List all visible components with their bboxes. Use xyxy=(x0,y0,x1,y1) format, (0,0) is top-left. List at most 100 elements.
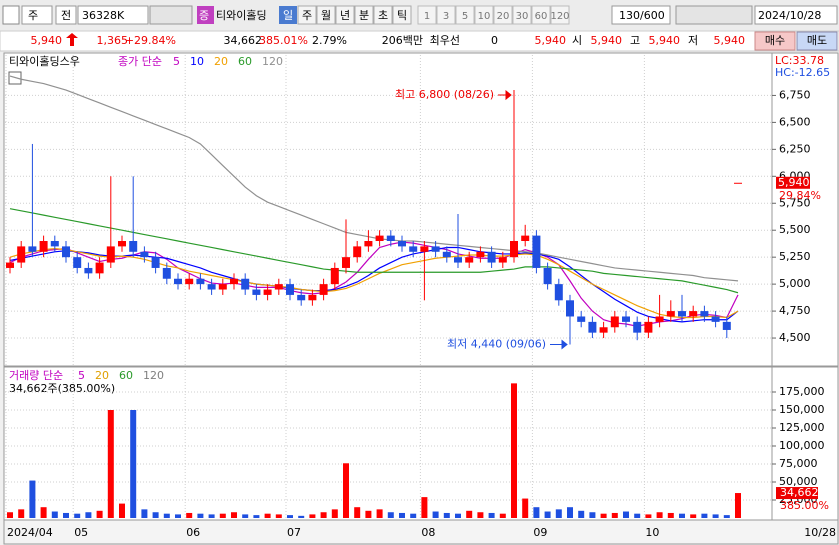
open: 5,940 xyxy=(591,34,623,47)
volume-bar xyxy=(141,509,148,518)
change: 1,365 xyxy=(97,34,129,47)
current-volume-box xyxy=(776,487,818,500)
volume-bar xyxy=(219,513,226,518)
interval-button[interactable] xyxy=(436,5,456,25)
x-tick-label: 09 xyxy=(533,526,547,539)
period-button[interactable] xyxy=(373,5,393,25)
legend-entry: 20 xyxy=(214,55,228,68)
sell-button[interactable] xyxy=(796,31,838,51)
interval-button[interactable] xyxy=(474,5,494,25)
volume-bar xyxy=(231,512,237,518)
candle-body xyxy=(543,267,552,285)
tab-box[interactable] xyxy=(21,5,53,25)
period: 일 xyxy=(283,8,293,22)
volume-legend-entry: 120 xyxy=(143,369,164,382)
interval: 1 xyxy=(424,11,430,22)
interval-button[interactable] xyxy=(550,5,570,25)
volume-legend-entry: 20 xyxy=(95,369,109,382)
candle-body xyxy=(106,246,115,263)
interval-button[interactable] xyxy=(531,5,551,25)
period: 틱 xyxy=(397,9,407,22)
x-tick-label: 05 xyxy=(74,526,88,539)
volume-bar xyxy=(186,512,193,518)
period-button[interactable] xyxy=(297,5,317,25)
badge-box xyxy=(197,6,214,24)
current-price: 5,940 xyxy=(778,176,810,189)
mode-box[interactable] xyxy=(55,5,77,25)
candle-body xyxy=(274,284,283,290)
period: 월 xyxy=(321,9,331,22)
volume-bar xyxy=(567,507,573,518)
x-tick-label: 10 xyxy=(645,526,659,539)
volume-bar xyxy=(175,514,181,518)
y2-tick-label: 50,000 xyxy=(779,475,818,488)
tool-icons[interactable] xyxy=(149,5,193,25)
interval: 5 xyxy=(462,11,468,22)
candle-body xyxy=(633,321,642,333)
volume-bar xyxy=(466,510,473,518)
candle-body xyxy=(297,294,306,301)
candle-body xyxy=(185,278,194,285)
volume-bar xyxy=(611,512,618,518)
volume-bar xyxy=(298,515,305,518)
candle-body xyxy=(151,257,160,268)
volume-bar xyxy=(130,410,137,518)
candle-body xyxy=(734,182,742,184)
volume-bar xyxy=(723,515,730,518)
candle-body xyxy=(196,278,205,285)
period-button[interactable] xyxy=(354,5,374,25)
current-pct: 29.84% xyxy=(779,189,821,202)
price: 5,940 xyxy=(31,34,63,47)
candle-body xyxy=(73,257,82,268)
period-button[interactable] xyxy=(392,5,412,25)
volume-bar xyxy=(410,513,417,518)
candle-body xyxy=(566,300,574,317)
volume-bar xyxy=(85,512,92,518)
price-axis xyxy=(771,52,839,367)
volume-bar xyxy=(107,410,114,518)
low-label: 저 xyxy=(688,34,698,47)
interval-button[interactable] xyxy=(455,5,475,25)
date-box[interactable] xyxy=(754,5,838,25)
stock-name: 티와이홀딩 xyxy=(216,9,267,22)
high-label: 고 xyxy=(630,34,640,47)
volume-bar xyxy=(320,512,327,518)
volume-bar xyxy=(712,514,719,518)
candle-body xyxy=(118,241,126,247)
period-button[interactable] xyxy=(335,5,355,25)
legend-entry: 60 xyxy=(238,55,252,68)
count: 130 xyxy=(619,9,640,22)
candle-body xyxy=(319,284,328,295)
volume-bar xyxy=(499,513,506,518)
candle-body xyxy=(129,241,138,252)
interval: 3 xyxy=(443,11,449,22)
menu-icon[interactable] xyxy=(2,5,20,25)
volume-legend-entry: 60 xyxy=(119,369,133,382)
candle-body xyxy=(28,246,37,252)
y-tick-label: 6,250 xyxy=(779,142,811,155)
candle-body xyxy=(532,235,541,268)
interval-button[interactable] xyxy=(417,5,437,25)
candle-body xyxy=(431,246,440,252)
y2-tick-label: 75,000 xyxy=(779,457,818,470)
volume-bar xyxy=(287,515,293,518)
tool-icons-2[interactable] xyxy=(675,5,753,25)
code-box[interactable] xyxy=(77,5,149,25)
period-button[interactable] xyxy=(316,5,336,25)
volume-bar xyxy=(690,514,697,518)
interval-button[interactable] xyxy=(493,5,513,25)
candle-body xyxy=(700,311,709,317)
candle-body xyxy=(140,251,149,258)
buy-button[interactable] xyxy=(754,31,796,51)
candle-body xyxy=(39,241,48,252)
interval: 60 xyxy=(535,11,548,22)
volume-bar xyxy=(600,513,607,518)
volume-panel xyxy=(3,366,773,521)
volume-bar xyxy=(275,514,282,518)
y-tick-label: 6,500 xyxy=(779,115,811,128)
candle-body xyxy=(50,241,59,247)
interval-button[interactable] xyxy=(512,5,532,25)
volume-bar xyxy=(354,507,361,518)
volume-legend-entry: 5 xyxy=(78,369,85,382)
count-box[interactable] xyxy=(611,5,671,25)
